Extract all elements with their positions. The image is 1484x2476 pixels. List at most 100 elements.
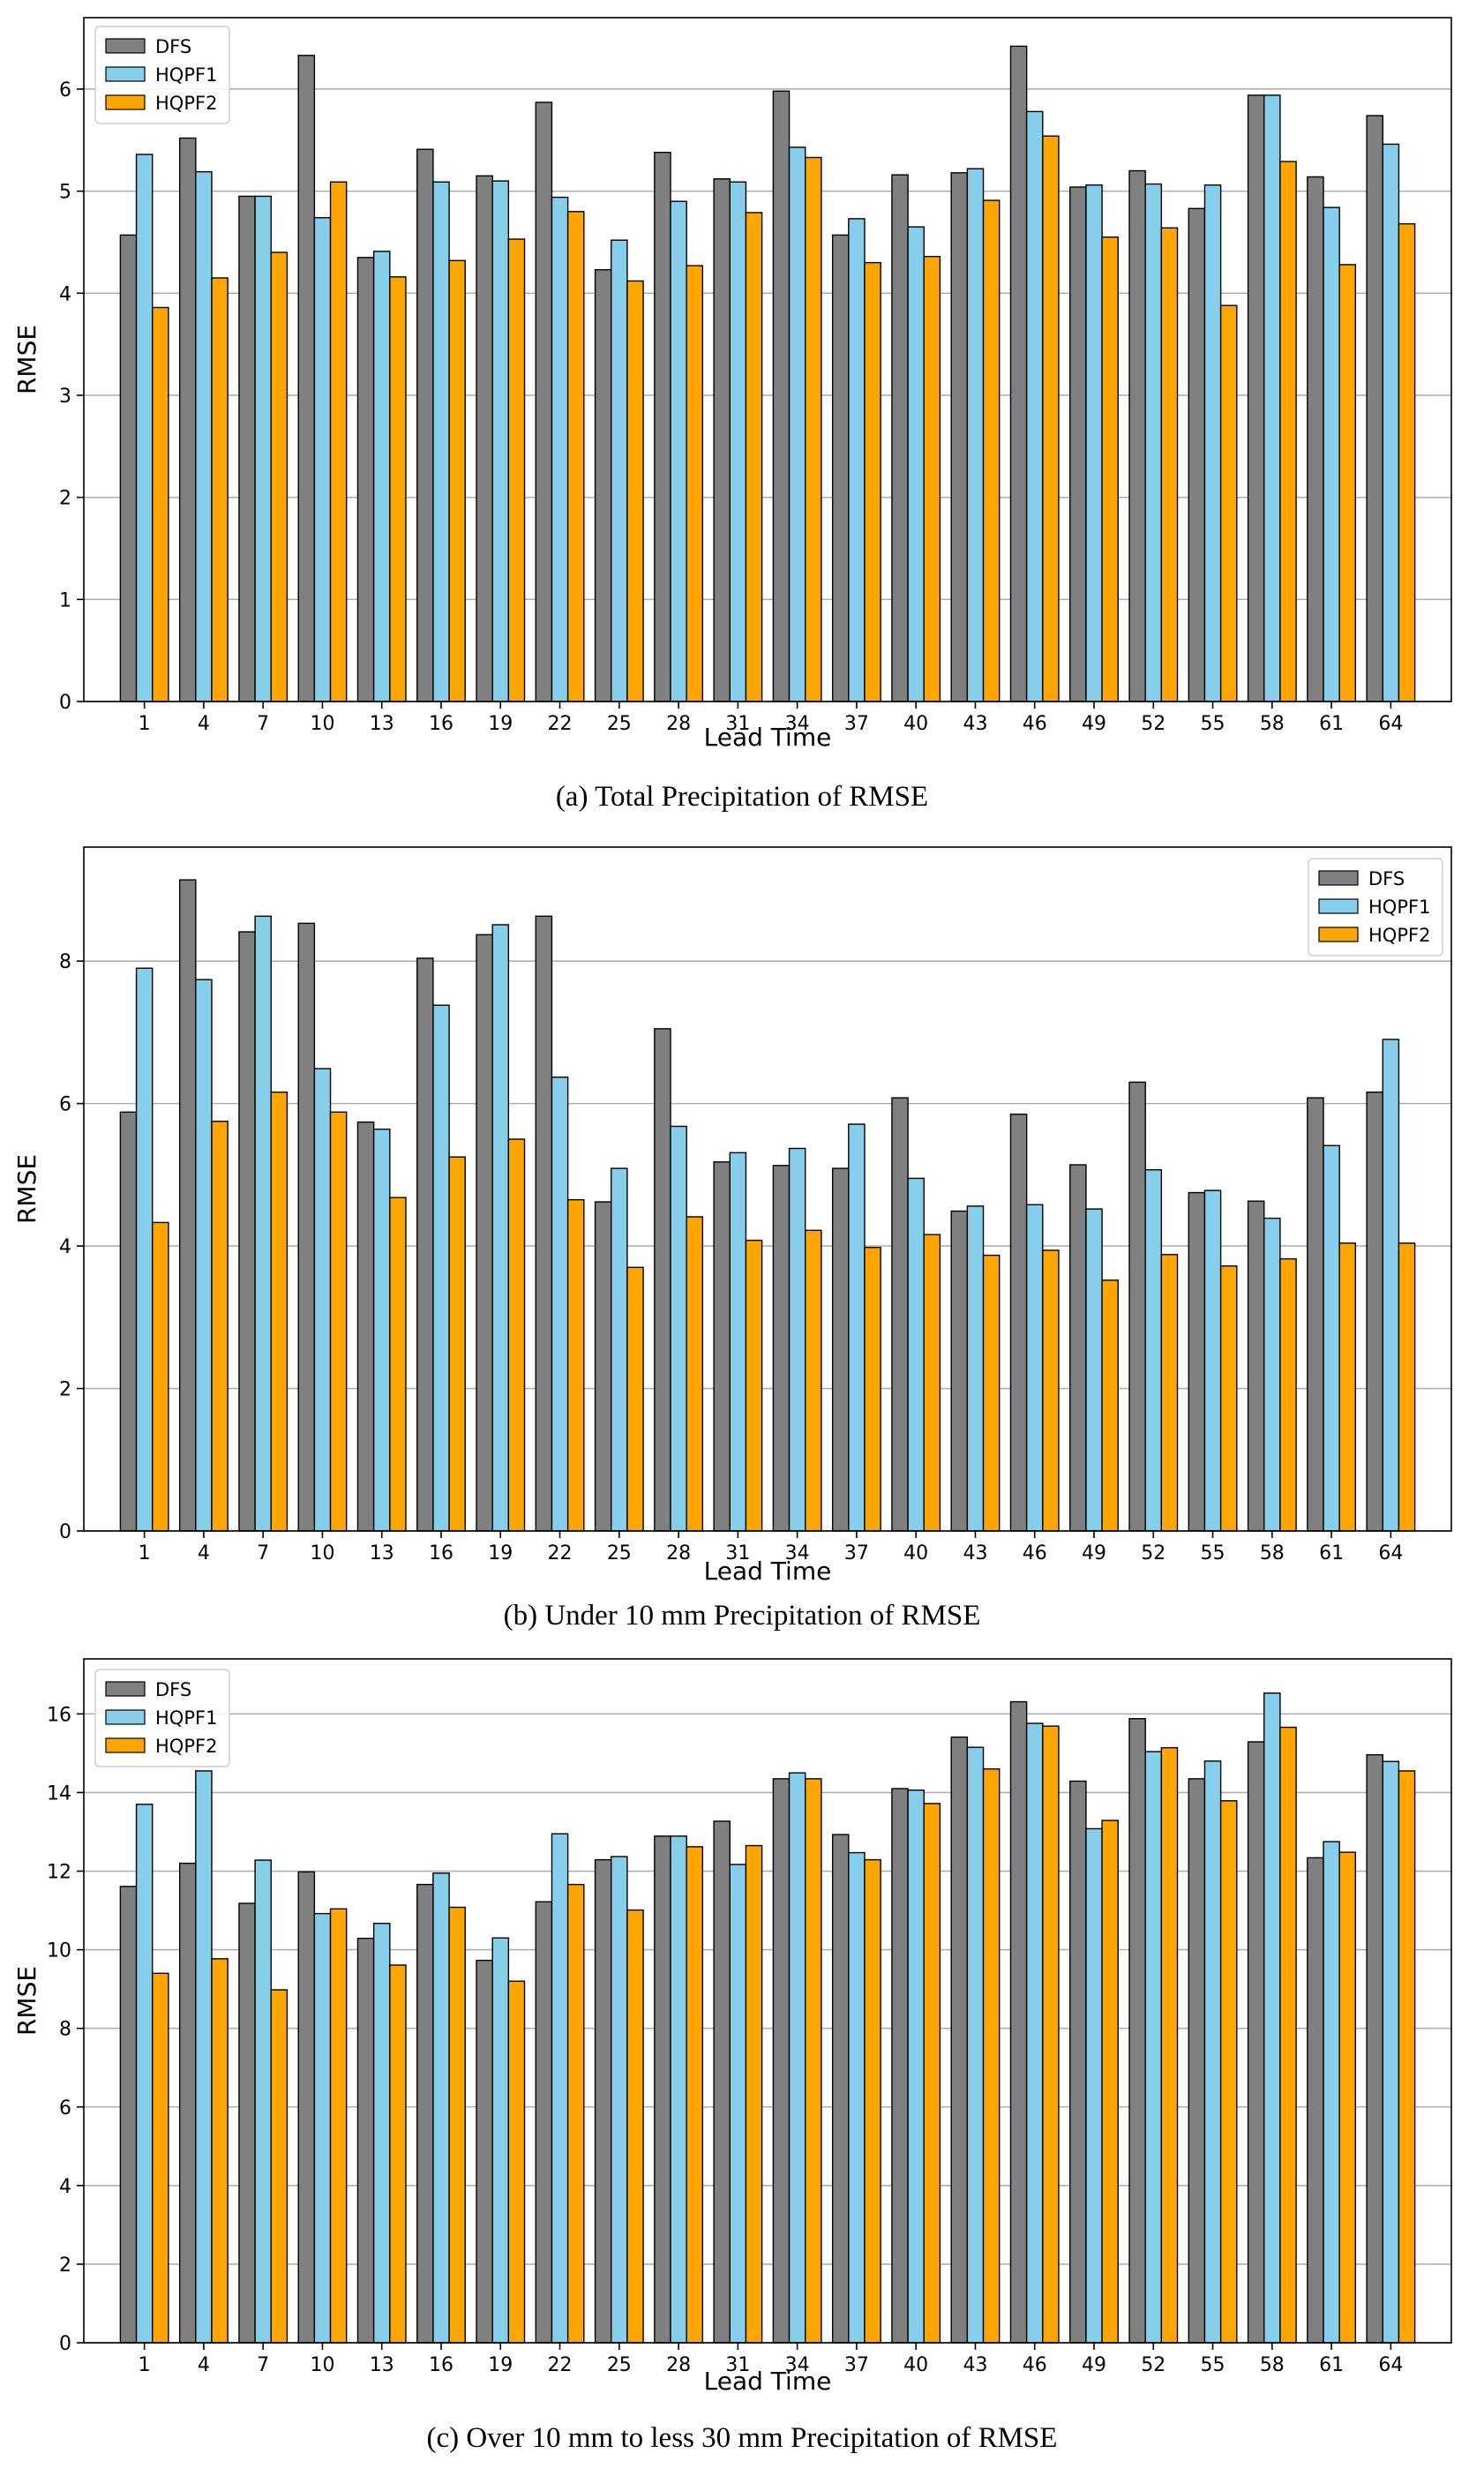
bar-hqpf1-13 — [372, 251, 391, 702]
bar-hqpf1-58 — [1263, 94, 1281, 702]
bar-hqpf1-7 — [254, 915, 272, 1532]
x-tick-label: 52 — [1141, 1542, 1165, 1564]
bar-dfs-22 — [535, 915, 553, 1532]
bar-hqpf1-16 — [432, 181, 450, 702]
bar-hqpf1-28 — [670, 1835, 687, 2344]
legend-label-hqpf1: HQPF1 — [1368, 897, 1430, 918]
bar-hqpf2-52 — [1160, 227, 1179, 702]
bar-hqpf2-7 — [270, 251, 289, 702]
bar-hqpf2-55 — [1219, 1264, 1238, 1532]
y-tick-label: 2 — [59, 488, 71, 510]
bar-dfs-58 — [1247, 1200, 1265, 1532]
bar-hqpf1-7 — [254, 1859, 272, 2344]
bar-dfs-49 — [1069, 1164, 1087, 1532]
bar-hqpf1-22 — [551, 196, 569, 702]
legend: DFS HQPF1 HQPF2 — [1308, 858, 1443, 957]
bar-hqpf1-49 — [1085, 1827, 1103, 2344]
bar-hqpf1-37 — [848, 1851, 866, 2344]
bar-hqpf2-4 — [211, 277, 229, 702]
x-tick-label: 61 — [1319, 713, 1344, 735]
x-tick-label: 13 — [370, 2354, 394, 2376]
bar-hqpf2-34 — [805, 1778, 822, 2344]
bar-dfs-37 — [831, 1834, 850, 2344]
bar-hqpf2-1 — [152, 1972, 169, 2344]
bar-dfs-7 — [238, 195, 256, 702]
y-tick-label: 10 — [47, 1940, 71, 1962]
bar-hqpf1-55 — [1203, 1189, 1222, 1532]
bar-hqpf1-52 — [1144, 1751, 1163, 2344]
bar-hqpf2-64 — [1398, 1770, 1416, 2344]
x-tick-label: 28 — [666, 713, 691, 735]
x-tick-label: 64 — [1378, 1542, 1403, 1564]
bar-hqpf2-25 — [626, 280, 644, 702]
bar-dfs-28 — [654, 1028, 671, 1532]
x-tick-label: 31 — [725, 1542, 750, 1564]
bar-hqpf2-7 — [270, 1092, 289, 1532]
bar-hqpf1-28 — [670, 200, 687, 702]
bar-dfs-31 — [713, 1161, 731, 1532]
bar-hqpf1-1 — [135, 967, 154, 1532]
legend-label-hqpf2: HQPF2 — [1368, 925, 1430, 946]
bar-hqpf1-10 — [313, 1912, 332, 2344]
bar-dfs-34 — [772, 90, 791, 702]
x-tick-label: 40 — [903, 1542, 928, 1564]
bar-hqpf2-52 — [1160, 1254, 1179, 1532]
bar-hqpf1-19 — [491, 1937, 510, 2344]
x-tick-label: 37 — [844, 713, 869, 735]
bar-hqpf2-22 — [566, 1198, 585, 1532]
bar-hqpf2-40 — [923, 255, 941, 702]
bar-hqpf1-4 — [195, 979, 213, 1532]
bar-hqpf2-49 — [1101, 236, 1119, 702]
x-tick-label: 31 — [725, 2354, 750, 2376]
legend-swatch-hqpf1 — [1318, 898, 1359, 914]
bar-dfs-49 — [1069, 186, 1087, 702]
bar-hqpf2-43 — [982, 199, 1001, 702]
x-tick-label: 28 — [666, 2354, 691, 2376]
bar-dfs-25 — [594, 1201, 612, 1532]
y-axis-label: RMSE — [12, 1966, 41, 2036]
bar-dfs-64 — [1366, 1092, 1383, 1532]
x-tick-label: 43 — [963, 1542, 987, 1564]
x-tick-label: 64 — [1378, 2354, 1403, 2376]
bar-dfs-16 — [416, 957, 434, 1532]
bar-hqpf2-10 — [329, 181, 348, 702]
y-tick-label: 4 — [59, 1236, 71, 1258]
bar-hqpf1-58 — [1263, 1217, 1281, 1532]
bar-hqpf2-4 — [211, 1958, 229, 2344]
bar-dfs-64 — [1366, 115, 1383, 702]
y-tick-label: 14 — [47, 1782, 71, 1804]
bar-hqpf1-61 — [1323, 1144, 1340, 1532]
x-tick-label: 13 — [370, 713, 394, 735]
x-tick-label: 13 — [370, 1542, 394, 1564]
x-tick-label: 37 — [844, 1542, 869, 1564]
x-tick-label: 64 — [1378, 713, 1403, 735]
bar-dfs-22 — [535, 1901, 553, 2344]
bar-dfs-31 — [713, 178, 731, 702]
bar-dfs-25 — [594, 1858, 612, 2344]
bar-hqpf2-46 — [1042, 1725, 1060, 2344]
bar-hqpf2-31 — [745, 1239, 763, 1532]
bar-hqpf2-34 — [805, 1229, 822, 1532]
bar-hqpf2-58 — [1279, 1257, 1297, 1532]
bar-hqpf2-37 — [864, 1246, 881, 1532]
x-tick-label: 16 — [429, 713, 453, 735]
x-tick-label: 25 — [607, 2354, 632, 2376]
plot-frame — [83, 846, 1452, 1532]
x-tick-label: 61 — [1319, 1542, 1344, 1564]
bar-hqpf2-25 — [626, 1266, 644, 1532]
bar-dfs-28 — [654, 1835, 671, 2344]
bar-dfs-7 — [238, 1902, 256, 2344]
y-tick-label: 2 — [59, 1379, 71, 1401]
x-tick-label: 34 — [785, 1542, 810, 1564]
bar-hqpf1-13 — [372, 1128, 391, 1532]
bar-hqpf2-49 — [1101, 1819, 1119, 2344]
x-tick-label: 40 — [903, 713, 928, 735]
bar-dfs-40 — [891, 174, 909, 702]
x-axis-label: Lead Time — [704, 2367, 832, 2396]
bar-hqpf2-58 — [1279, 1726, 1297, 2344]
y-tick-label: 0 — [59, 2333, 71, 2355]
bar-dfs-16 — [416, 1883, 434, 2344]
bar-hqpf1-31 — [729, 1152, 747, 1532]
